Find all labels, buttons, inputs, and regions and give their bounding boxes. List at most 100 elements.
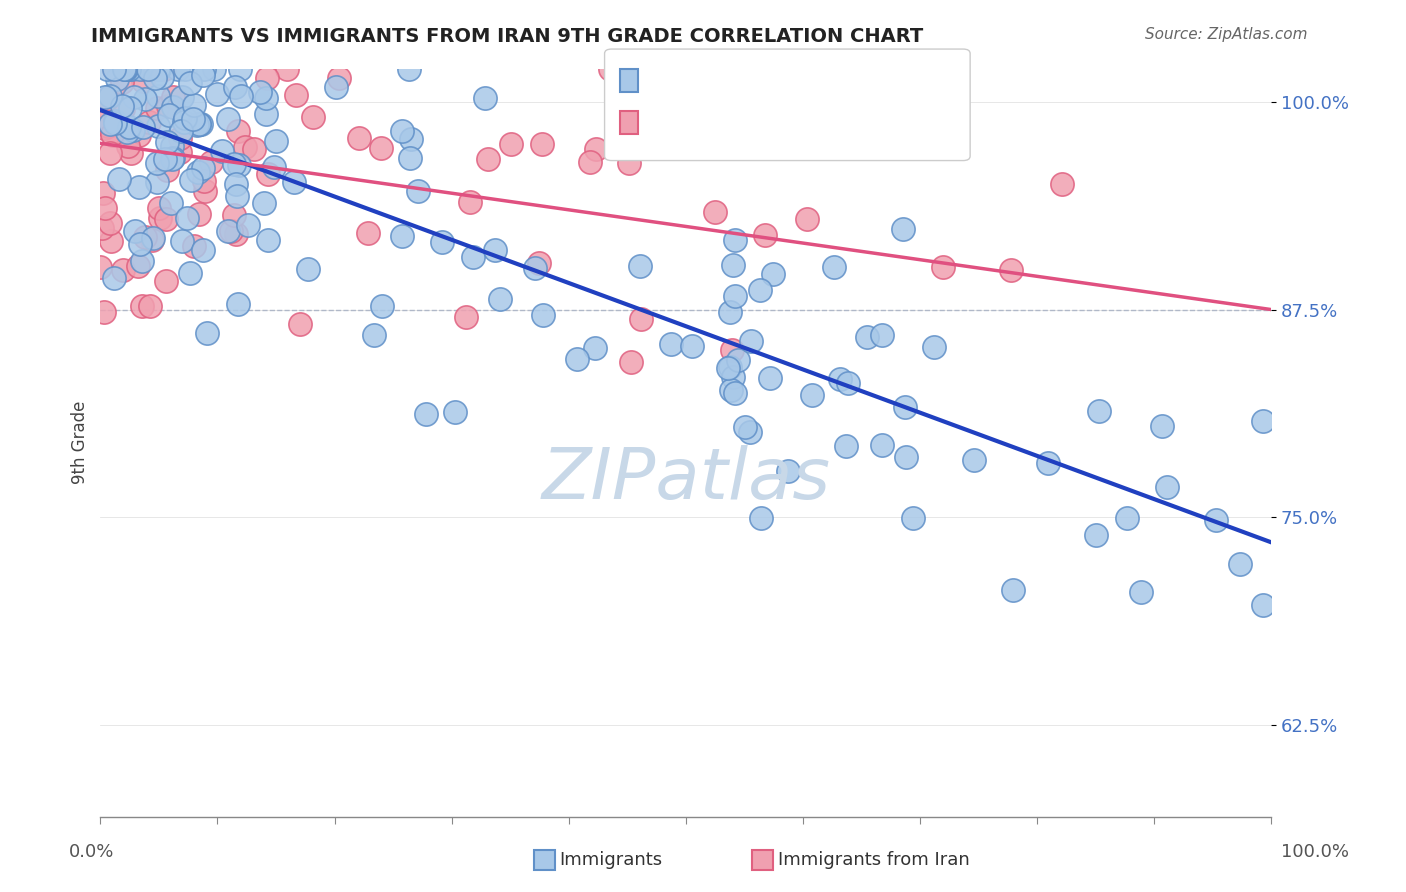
Point [499, 136, 522, 151]
Point [93, 201, 115, 215]
Point [727, 352, 749, 367]
Point [529, 256, 551, 270]
Point [104, 62, 127, 76]
Point [162, 90, 184, 104]
Point [120, 102, 142, 116]
Point [932, 260, 955, 274]
Point [231, 89, 253, 103]
Point [149, 211, 172, 226]
Point [628, 259, 651, 273]
Point [217, 224, 239, 238]
Point [170, 90, 193, 104]
Point [162, 151, 184, 165]
Point [134, 93, 156, 107]
Point [461, 250, 484, 264]
Point [406, 184, 429, 198]
Point [132, 120, 155, 134]
Point [141, 233, 163, 247]
Point [415, 407, 437, 421]
Point [153, 62, 176, 76]
Point [762, 268, 785, 282]
Point [1085, 528, 1108, 542]
Point [399, 151, 422, 165]
Point [430, 235, 453, 249]
Point [718, 305, 741, 319]
Point [585, 142, 607, 156]
Point [153, 153, 176, 167]
Point [103, 62, 125, 76]
Point [254, 106, 277, 120]
Point [169, 145, 191, 160]
Point [186, 118, 208, 132]
Point [141, 62, 163, 76]
Point [297, 261, 319, 276]
Point [156, 162, 179, 177]
Point [183, 97, 205, 112]
Point [105, 72, 128, 87]
Point [193, 174, 215, 188]
Point [249, 85, 271, 99]
Point [98, 146, 121, 161]
Text: ZIPatlas: ZIPatlas [541, 445, 830, 515]
Point [120, 145, 142, 160]
Point [136, 62, 159, 76]
Point [159, 196, 181, 211]
Point [155, 274, 177, 288]
Point [599, 62, 621, 76]
Point [100, 234, 122, 248]
Point [371, 299, 394, 313]
Point [179, 266, 201, 280]
Point [176, 211, 198, 226]
Point [578, 154, 600, 169]
Point [1000, 263, 1022, 277]
Point [160, 153, 183, 167]
Point [187, 117, 209, 131]
Point [1156, 480, 1178, 494]
Point [723, 233, 745, 247]
Point [256, 233, 278, 247]
Point [112, 102, 135, 116]
Point [228, 297, 250, 311]
Point [156, 136, 179, 150]
Point [179, 77, 201, 91]
Point [444, 405, 467, 419]
Point [103, 62, 125, 76]
Point [103, 128, 125, 142]
Point [454, 310, 477, 325]
Point [922, 340, 945, 354]
Point [617, 155, 640, 169]
Point [224, 208, 246, 222]
Point [489, 292, 512, 306]
Point [724, 386, 747, 401]
Text: Immigrants: Immigrants [560, 851, 662, 869]
Point [224, 156, 246, 170]
Point [134, 229, 156, 244]
Point [101, 127, 124, 141]
Point [115, 62, 138, 76]
Point [146, 156, 169, 170]
Point [524, 261, 547, 276]
Point [89, 260, 111, 274]
Point [148, 62, 170, 76]
Point [195, 326, 218, 340]
Point [118, 62, 141, 76]
Point [134, 62, 156, 76]
Point [835, 439, 858, 453]
Point [224, 80, 246, 95]
Point [891, 221, 914, 235]
Point [157, 98, 180, 112]
Point [254, 91, 277, 105]
Point [288, 317, 311, 331]
Point [93, 186, 115, 200]
Point [128, 237, 150, 252]
Point [228, 124, 250, 138]
Point [901, 510, 924, 524]
Point [145, 175, 167, 189]
Point [98, 216, 121, 230]
Point [190, 117, 212, 131]
Point [347, 131, 370, 145]
Point [370, 141, 392, 155]
Point [96, 92, 118, 106]
Point [193, 62, 215, 76]
Point [111, 99, 134, 113]
